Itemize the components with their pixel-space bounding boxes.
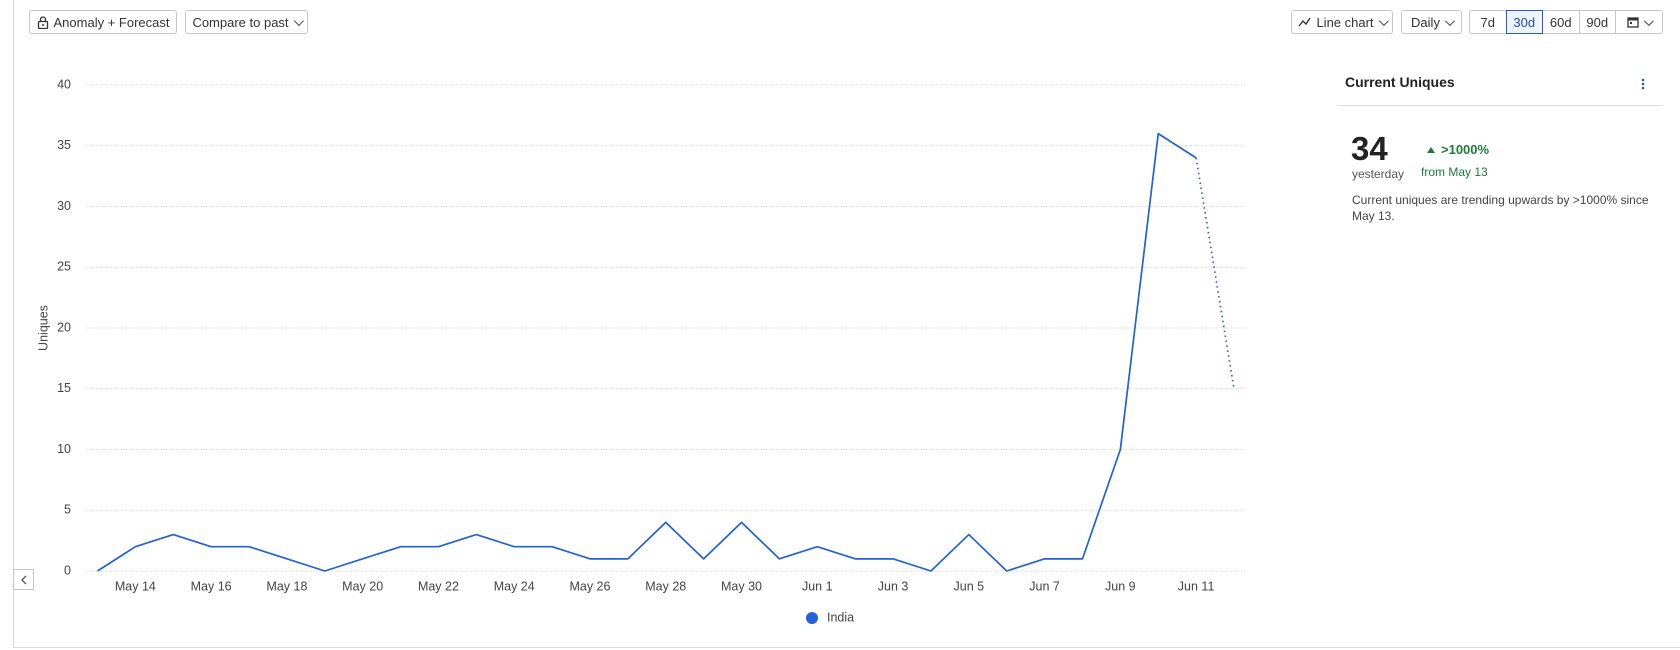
chart-type-button[interactable]: Line chart [1291,10,1393,34]
more-menu[interactable] [1640,77,1646,91]
line-icon [1298,17,1312,27]
x-tick-label: May 26 [569,579,610,593]
calendar-button[interactable] [1615,10,1663,34]
x-tick-label: Jun 7 [1029,579,1060,593]
metric-period: yesterday [1352,167,1405,181]
legend-label: India [827,610,854,624]
x-tick-label: May 14 [115,579,156,593]
x-tick-label: May 30 [721,579,762,593]
chevron [1643,15,1654,26]
x-tick-label: May 28 [645,579,686,593]
x-tick-label: Jun 1 [802,579,833,593]
range-button[interactable]: 7d [1469,10,1507,34]
y-tick-label: 25 [57,260,71,274]
y-tick-label: 30 [57,199,71,213]
x-tick-label: Jun 5 [954,579,985,593]
up-arrow [1427,147,1435,153]
x-tick-label: Jun 3 [878,579,909,593]
chevron [1378,15,1389,26]
range-button[interactable]: 30d [1505,10,1543,34]
x-tick-label: Jun 11 [1178,579,1215,593]
legend-swatch [806,612,818,624]
y-tick-label: 40 [57,77,71,91]
metric-value: 34 [1351,130,1388,167]
anomaly-label: Anomaly + Forecast [53,14,170,30]
metric-description: Current uniques are trending upwards by … [1352,193,1649,223]
y-tick-label: 5 [64,503,71,517]
x-tick-label: May 16 [191,579,232,593]
chart-type-label: Line chart [1316,14,1374,30]
frame [13,0,1680,648]
compare-button[interactable]: Compare to past [185,10,308,34]
interval-label: Daily [1411,14,1440,30]
x-tick-label: Jun 9 [1105,579,1136,593]
metric-change-from: from May 13 [1421,165,1488,179]
chevron [1444,15,1455,26]
collapse-button[interactable] [13,569,34,590]
y-tick-label: 10 [57,442,71,456]
range-button[interactable]: 90d [1578,10,1616,34]
anomaly-button[interactable]: Anomaly + Forecast [29,10,177,34]
series-line [97,132,1197,572]
calendar-icon [1627,17,1639,28]
y-tick-label: 20 [57,320,71,334]
metric-change: >1000% [1441,142,1490,157]
lock-icon [37,15,48,29]
divider [1337,105,1663,106]
x-tick-label: May 24 [494,579,535,593]
y-axis-label: Uniques [36,305,50,351]
y-tick-label: 35 [57,138,71,152]
y-tick-label: 0 [64,563,71,577]
interval-button[interactable]: Daily [1401,10,1462,34]
series-line-partial [1195,157,1235,389]
panel-title: Current Uniques [1345,74,1455,90]
x-tick-label: May 18 [266,579,307,593]
x-tick-label: May 22 [418,579,459,593]
y-tick-label: 15 [57,381,71,395]
range-button[interactable]: 60d [1542,10,1580,34]
x-tick-label: May 20 [342,579,383,593]
chart: Uniques 0 5 10 15 20 25 30 35 40 May 14 May 16 May … [36,77,1245,624]
compare-label: Compare to past [192,14,289,30]
chevron-left [20,575,26,584]
